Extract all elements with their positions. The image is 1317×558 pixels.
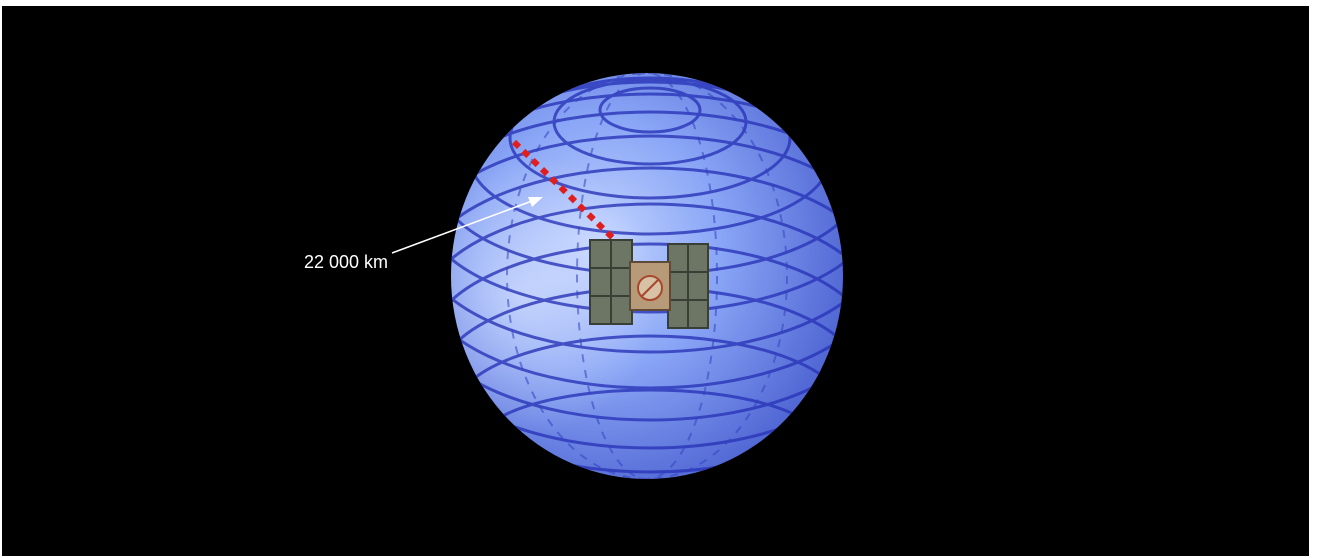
satellite-icon: [589, 239, 709, 329]
satellite-body: [629, 261, 671, 311]
pointer-arrow: [391, 197, 543, 254]
latitude-ring: [451, 110, 843, 314]
latitude-ring: [598, 86, 702, 134]
meridian: [506, 73, 788, 479]
orbit-distance-marker: [511, 139, 620, 245]
globe-diagram: [391, 73, 843, 479]
latitude-ring: [451, 242, 843, 450]
distance-label: 22 000 km: [304, 252, 389, 272]
meridian: [576, 73, 718, 479]
latitude-ring: [508, 76, 792, 200]
diagram-canvas: 22 000 km: [2, 6, 1309, 556]
latitude-ring: [451, 202, 843, 422]
latitude-ring: [451, 166, 843, 390]
globe-meridians: [506, 73, 788, 479]
latitude-ring: [451, 134, 843, 354]
